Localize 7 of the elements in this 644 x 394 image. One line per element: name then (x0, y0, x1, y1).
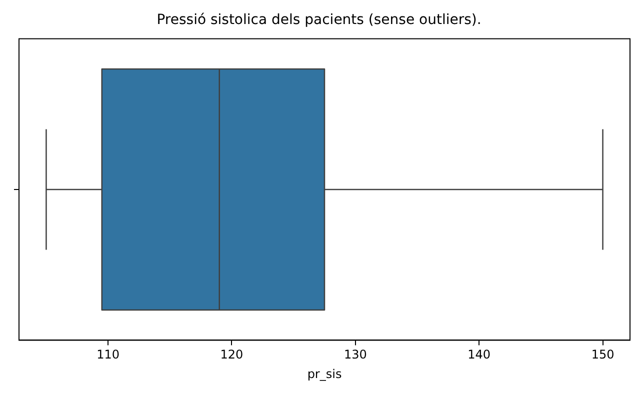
x-tick-label: 120 (220, 348, 244, 362)
x-tick-label: 130 (344, 348, 367, 362)
x-tick-label: 150 (591, 348, 614, 362)
x-tick-label: 140 (468, 348, 491, 362)
x-tick-label: 110 (96, 348, 120, 362)
x-axis-title: pr_sis (307, 366, 342, 381)
chart-title: Pressió sistolica dels pacients (sense outliers). (156, 12, 482, 28)
